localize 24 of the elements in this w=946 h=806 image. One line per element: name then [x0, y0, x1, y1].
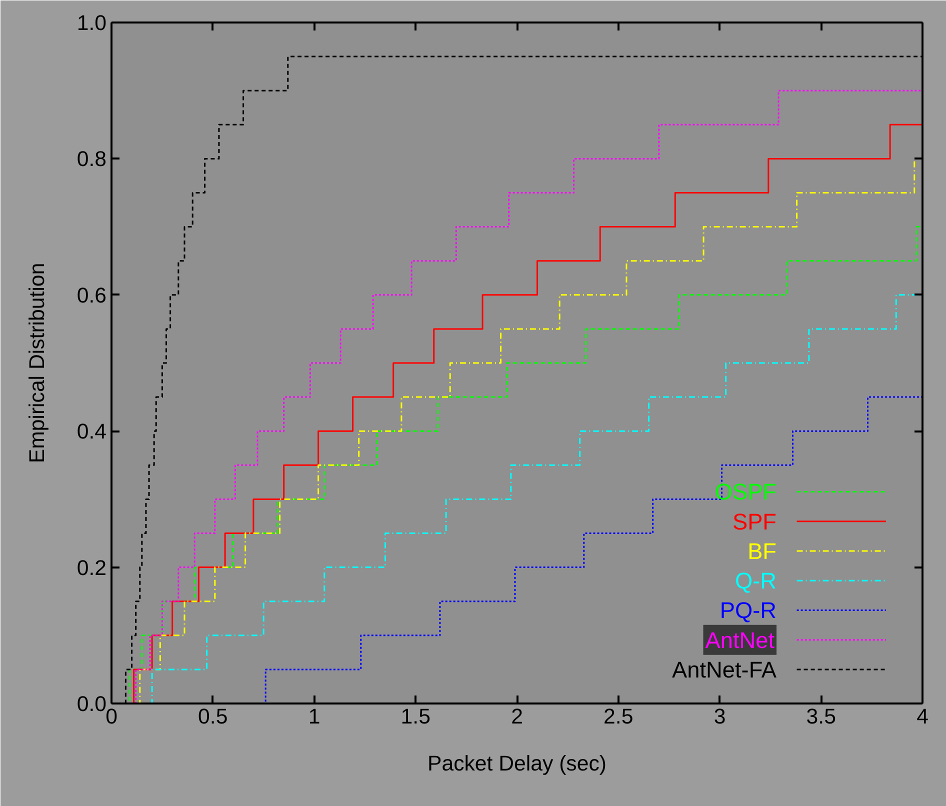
legend-label: AntNet-FA [672, 656, 778, 682]
legend-label: OSPF [714, 478, 777, 505]
legend-label: SPF [732, 508, 777, 534]
legend-label: AntNet [705, 626, 776, 653]
y-tick-label: 0.6 [76, 283, 107, 308]
x-tick-label: 1.5 [400, 704, 430, 728]
y-tick-label: 0.0 [76, 692, 107, 716]
y-tick-label: 0.2 [76, 556, 107, 580]
x-tick-label: 2 [511, 704, 523, 728]
x-tick-label: 0.5 [198, 704, 228, 728]
y-tick-label: 1.0 [76, 11, 107, 35]
legend-label: Q-R [734, 568, 777, 594]
x-tick-label: 2.5 [604, 704, 634, 728]
x-tick-label: 4 [916, 704, 929, 728]
legend-label: PQ-R [720, 597, 777, 624]
y-tick-label: 0.8 [76, 147, 107, 172]
y-tick-label: 0.4 [76, 420, 107, 444]
y-axis-title: Empirical Distribution [24, 262, 49, 464]
x-tick-label: 3 [714, 704, 726, 728]
x-tick-label: 0 [106, 704, 118, 728]
x-tick-label: 3.5 [806, 704, 836, 728]
legend-label: BF [748, 538, 777, 564]
x-axis-title: Packet Delay (sec) [428, 752, 606, 776]
x-tick-label: 1 [308, 704, 320, 728]
